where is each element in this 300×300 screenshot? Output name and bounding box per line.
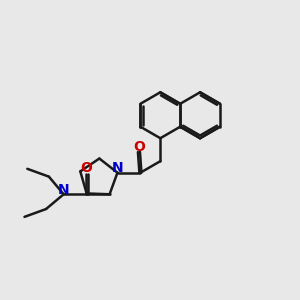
Text: N: N — [112, 161, 123, 175]
Text: O: O — [81, 161, 93, 175]
Text: O: O — [133, 140, 145, 154]
Text: N: N — [58, 182, 70, 197]
